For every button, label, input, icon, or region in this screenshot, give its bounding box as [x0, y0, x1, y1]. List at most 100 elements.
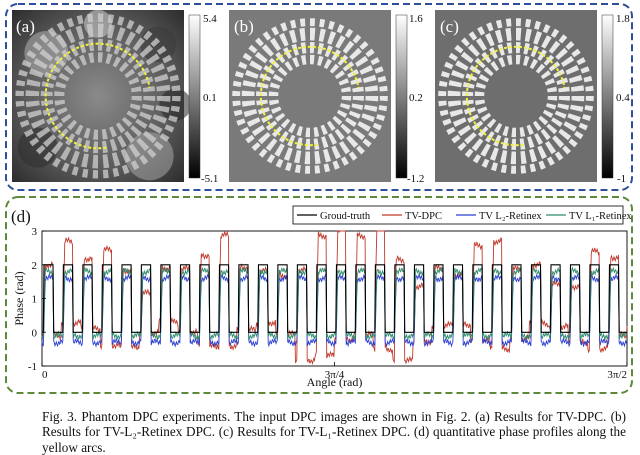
- phantom-spoke: [153, 141, 164, 151]
- phantom-spoke: [570, 85, 585, 92]
- phantom-spoke: [164, 124, 175, 133]
- phantom-spoke: [442, 118, 452, 126]
- phantom-spoke: [338, 78, 349, 86]
- phantom-spoke: [448, 80, 462, 88]
- phantom-spoke: [65, 29, 76, 44]
- phantom-spoke: [568, 74, 583, 83]
- phantom-spoke: [299, 18, 306, 27]
- panel-b: [229, 10, 391, 182]
- phantom-spoke: [455, 60, 469, 71]
- phantom-spoke: [116, 27, 126, 42]
- phantom-spoke: [31, 118, 46, 129]
- phantom-spoke: [344, 28, 354, 38]
- phantom-spoke: [348, 151, 358, 161]
- phantom-spoke: [83, 127, 91, 139]
- phantom-spoke: [79, 54, 87, 66]
- phantom-spoke: [32, 41, 43, 51]
- phantom-spoke: [88, 52, 95, 64]
- phantom-spoke: [533, 31, 543, 45]
- phantom-spoke: [318, 28, 326, 42]
- phantom-spoke: [274, 143, 285, 157]
- phantom-spoke: [26, 79, 41, 87]
- phantom-spoke: [60, 113, 72, 124]
- phantom-spoke: [323, 163, 331, 173]
- phantom-spoke: [554, 110, 567, 119]
- phantom-spoke: [570, 104, 584, 112]
- phantom-spoke: [326, 120, 336, 131]
- phantom-spoke: [527, 136, 535, 149]
- phantom-spoke: [17, 110, 27, 118]
- phantom-spoke: [268, 91, 279, 96]
- phantom-spoke: [289, 19, 297, 29]
- phantom-spoke: [109, 138, 118, 152]
- phantom-spoke: [534, 20, 541, 30]
- phantom-spoke: [543, 54, 555, 66]
- legend-label: TV-DPC: [405, 211, 442, 222]
- colorbar-a: [188, 14, 201, 179]
- phantom-spoke: [47, 27, 57, 38]
- phantom-spoke: [534, 133, 543, 145]
- phantom-spoke: [156, 84, 171, 92]
- phantom-spoke: [139, 44, 154, 58]
- phantom-spoke: [379, 96, 388, 102]
- phantom-spoke: [516, 42, 521, 54]
- phantom-spoke: [350, 77, 363, 85]
- phantom-spoke: [578, 122, 588, 131]
- phantom-spoke: [447, 100, 462, 107]
- phantom-spoke: [117, 135, 127, 148]
- phantom-spoke: [56, 21, 66, 32]
- phantom-spoke: [332, 160, 340, 170]
- phantom-spoke: [109, 126, 117, 138]
- phantom-spoke: [74, 124, 84, 136]
- phantom-spoke: [245, 69, 259, 79]
- phantom-spoke: [135, 118, 148, 129]
- phantom-spoke: [112, 167, 120, 177]
- phantom-spoke: [460, 51, 474, 64]
- phantom-spoke: [81, 153, 89, 168]
- phantom-spoke: [238, 61, 248, 70]
- phantom-spoke: [98, 52, 103, 63]
- phantom-spoke: [511, 127, 516, 138]
- phantom-spoke: [489, 147, 499, 161]
- phantom-spoke: [339, 141, 351, 155]
- phantom-spoke: [502, 137, 509, 150]
- phantom-spoke: [150, 37, 161, 48]
- phantom-spoke: [248, 44, 258, 54]
- phantom-spoke: [258, 148, 268, 158]
- phantom-spoke: [107, 24, 115, 39]
- phantom-spoke: [583, 75, 593, 83]
- phantom-spoke: [54, 55, 66, 67]
- phantom-spoke: [271, 106, 282, 114]
- legend-label: TV L₂-Retinex: [479, 211, 542, 222]
- panel-c: [435, 10, 597, 182]
- phantom-spoke: [486, 118, 497, 129]
- phantom-spoke: [547, 96, 558, 101]
- phantom-spoke: [474, 91, 485, 96]
- phantom-spoke: [467, 44, 480, 57]
- phantom-spoke: [75, 25, 85, 40]
- phantom-spoke: [148, 122, 163, 134]
- phantom-spoke: [27, 109, 42, 119]
- phantom-spoke: [254, 51, 268, 64]
- phantom-spoke: [300, 55, 307, 65]
- phantom-spoke: [249, 60, 263, 71]
- phantom-spoke: [58, 72, 70, 82]
- phantom-spoke: [490, 61, 500, 72]
- phantom-spoke: [112, 56, 122, 68]
- phantom-spoke: [25, 100, 40, 108]
- phantom-spoke: [481, 112, 492, 122]
- bottom-frame: [5, 196, 633, 394]
- phantom-spoke: [510, 165, 516, 174]
- phantom-spoke: [372, 122, 382, 131]
- phantom-spoke: [486, 22, 494, 32]
- phantom-spoke: [535, 63, 546, 74]
- phantom-spoke: [269, 82, 280, 89]
- phantom-spoke: [548, 40, 561, 54]
- phantom-spoke: [140, 76, 154, 85]
- phantom-spoke: [538, 160, 546, 170]
- phantom-spoke: [26, 50, 37, 59]
- phantom-spoke: [83, 140, 91, 153]
- phantom-spoke: [66, 17, 75, 28]
- phantom-spoke: [438, 100, 447, 107]
- phantom-spoke: [136, 137, 150, 152]
